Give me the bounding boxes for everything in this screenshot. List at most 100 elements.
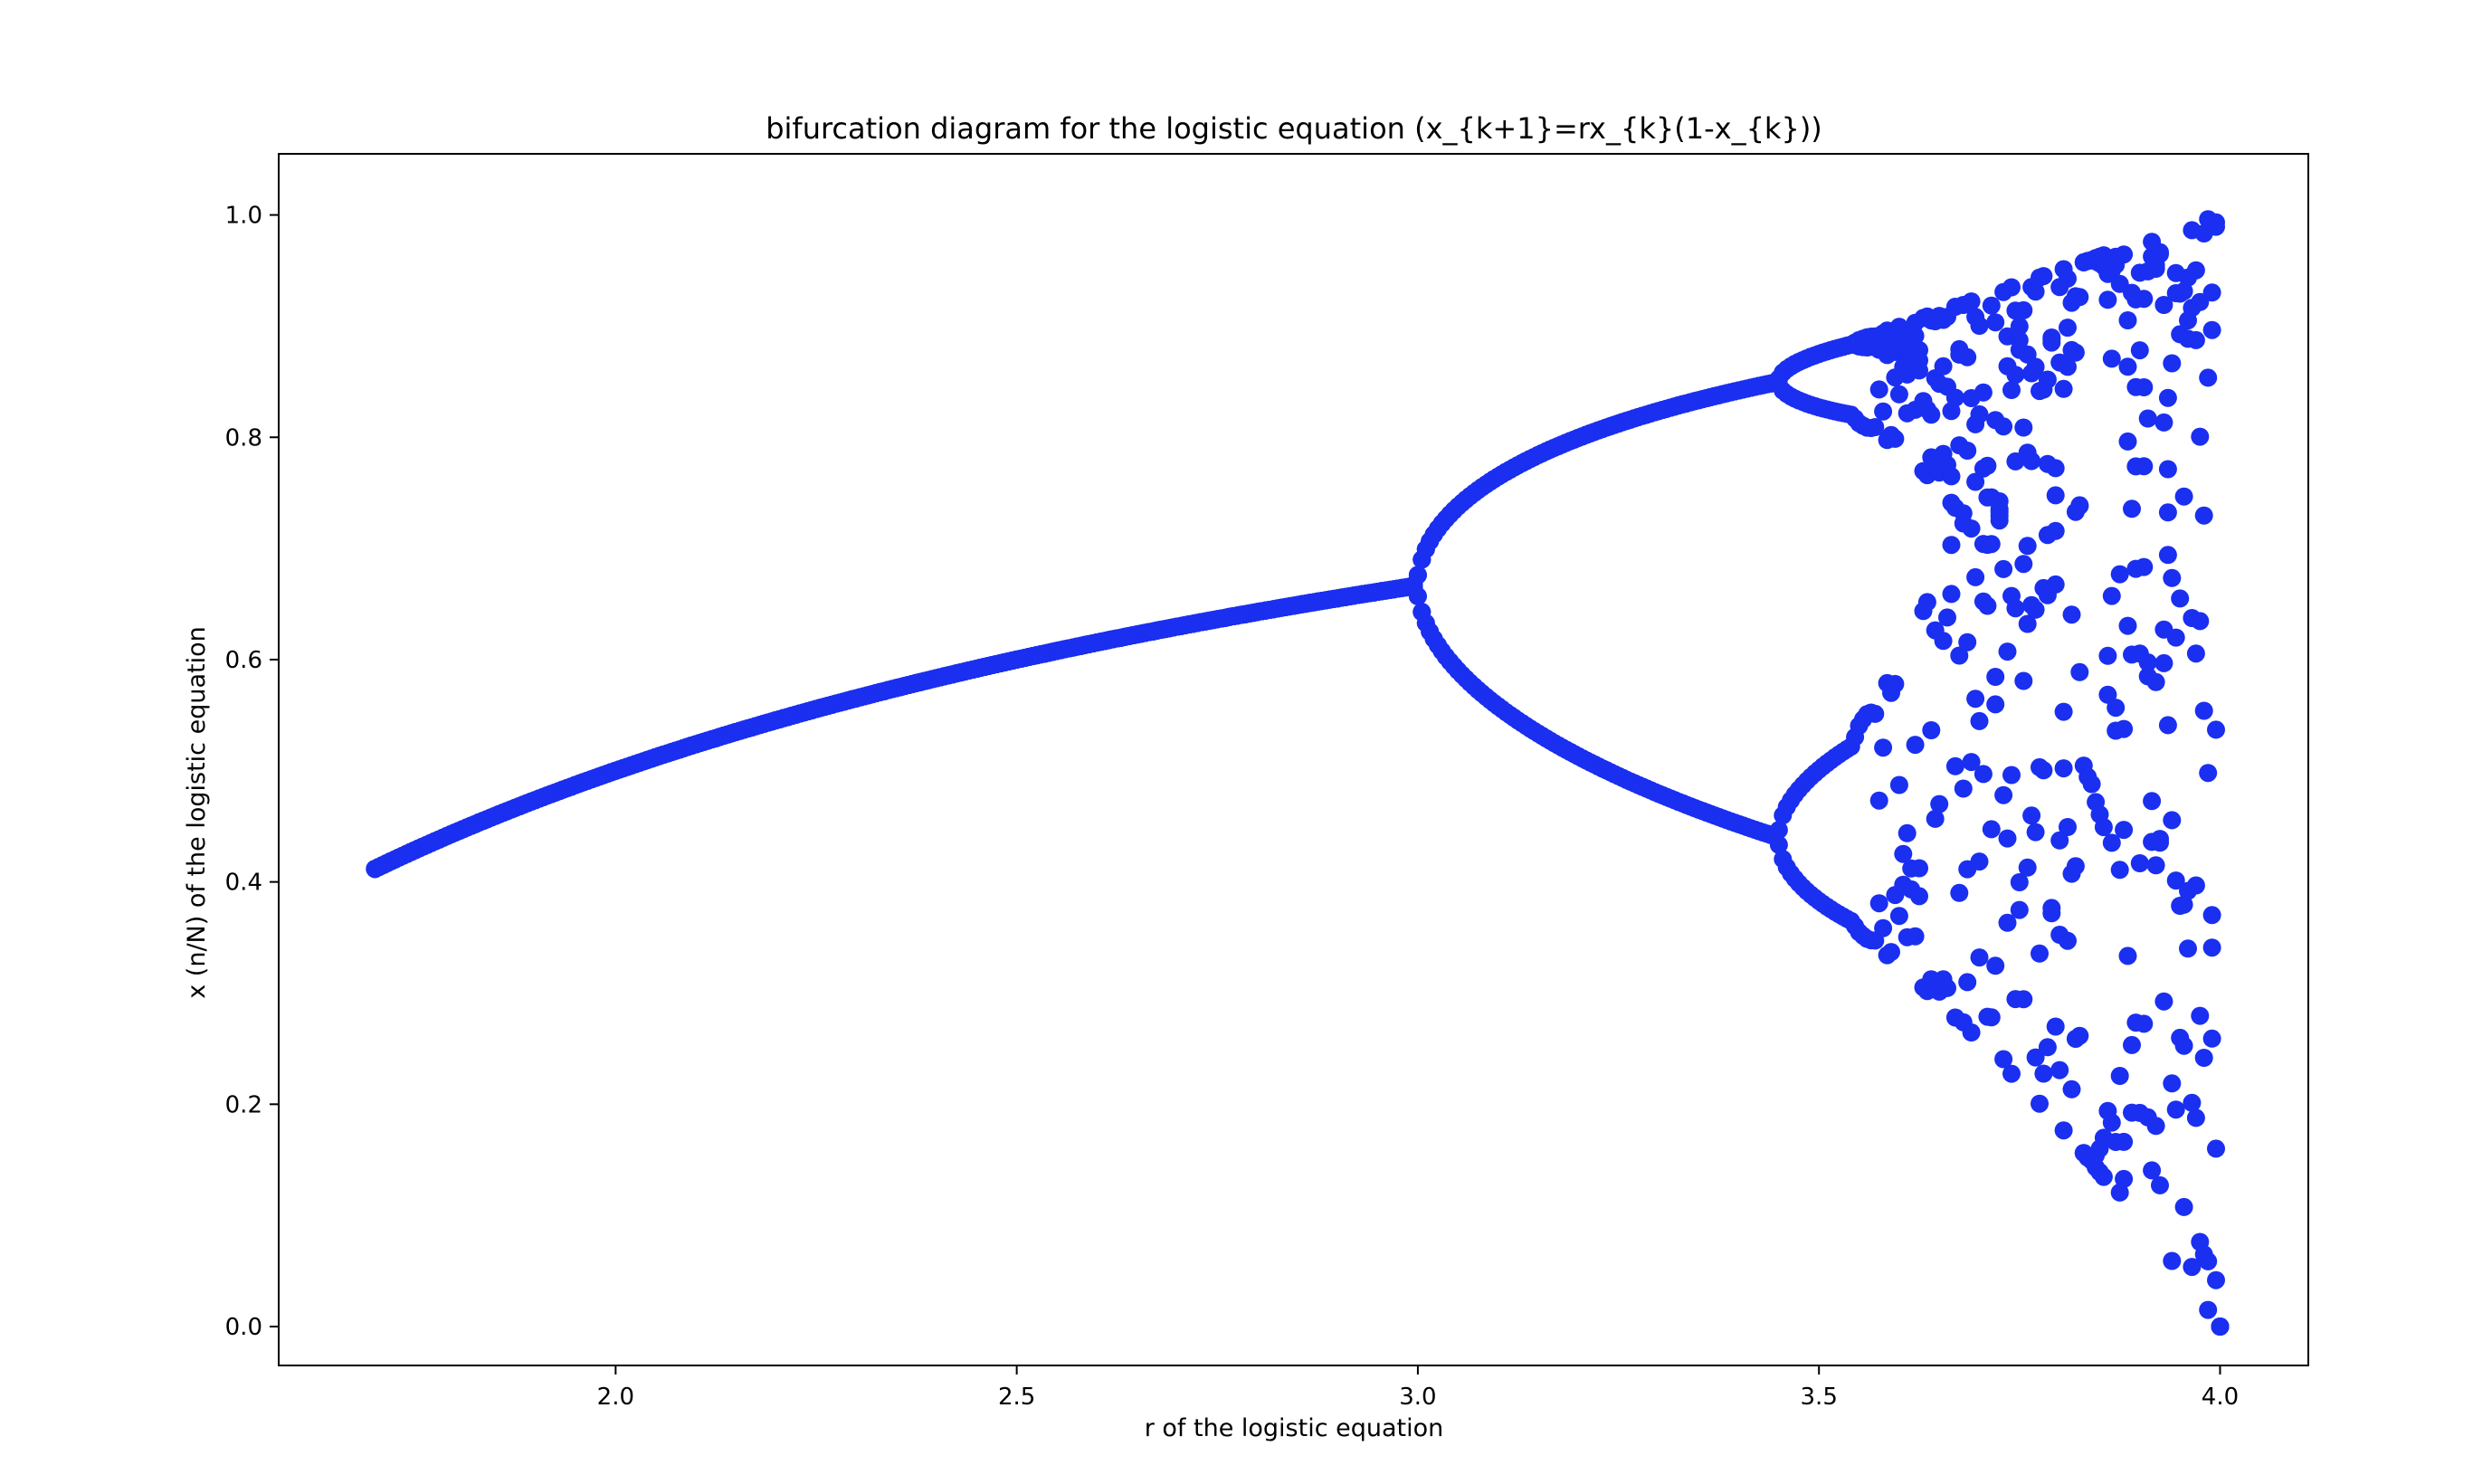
chart-title: bifurcation diagram for the logistic equ…: [766, 111, 1822, 146]
data-point: [2207, 1270, 2225, 1289]
data-point: [1408, 566, 1427, 585]
y-tick-label: 1.0: [225, 203, 262, 230]
data-point: [1869, 894, 1888, 913]
data-point: [2130, 854, 2149, 872]
data-point: [2191, 612, 2210, 631]
data-point: [2123, 1035, 2141, 1054]
data-point: [1994, 559, 2013, 578]
data-point: [2194, 506, 2213, 525]
data-point: [1962, 1023, 1981, 1042]
data-point: [2146, 672, 2165, 691]
data-point: [2151, 244, 2169, 263]
data-point: [2186, 876, 2205, 895]
data-point: [2174, 1036, 2193, 1055]
data-point: [2082, 775, 2101, 794]
data-point: [1874, 918, 1893, 937]
data-point: [2046, 486, 2065, 505]
axes-frame: [278, 153, 2309, 1366]
data-point: [2107, 699, 2126, 718]
data-point: [2102, 586, 2121, 605]
data-point: [1938, 978, 1956, 997]
data-point: [2026, 357, 2045, 376]
data-point: [2034, 761, 2053, 780]
data-point: [2135, 457, 2154, 476]
data-point: [2026, 823, 2045, 842]
data-point: [2046, 1017, 2065, 1036]
data-point: [2002, 278, 2021, 297]
data-point: [2211, 1318, 2230, 1336]
data-point: [2102, 833, 2121, 852]
data-point: [2199, 1300, 2218, 1319]
data-point: [2110, 1183, 2129, 1202]
data-point: [2026, 1048, 2045, 1067]
data-point: [2118, 357, 2137, 376]
data-point: [2002, 381, 2021, 399]
x-axis-label: r of the logistic equation: [1145, 1414, 1444, 1442]
data-point: [2166, 871, 2185, 890]
data-point: [2194, 701, 2213, 720]
data-point: [1970, 711, 1989, 730]
data-point: [2143, 792, 2162, 811]
data-point: [1954, 779, 1973, 798]
data-point: [2110, 565, 2129, 584]
data-point: [1882, 943, 1900, 962]
data-point: [1994, 785, 2013, 804]
data-point: [1874, 738, 1893, 757]
data-point: [2163, 811, 2182, 830]
data-point: [2014, 300, 2033, 319]
data-point: [2046, 521, 2065, 540]
data-point: [2191, 427, 2210, 446]
data-point: [2018, 537, 2037, 556]
data-point: [1945, 388, 1964, 407]
data-point: [2070, 662, 2089, 681]
y-tick-label: 0.0: [225, 1314, 262, 1341]
data-point: [2183, 1258, 2202, 1277]
plot-area: [278, 153, 2309, 1366]
data-point: [1945, 756, 1964, 775]
data-point: [2174, 487, 2193, 506]
data-point: [2026, 600, 2045, 619]
data-point: [1962, 292, 1981, 311]
data-point: [2046, 459, 2065, 478]
data-point: [1866, 704, 1885, 723]
data-point: [1894, 844, 1913, 863]
data-point: [1889, 907, 1908, 926]
data-point: [2174, 281, 2193, 300]
data-point: [2194, 1049, 2213, 1067]
data-point: [2186, 644, 2205, 663]
data-point: [2059, 931, 2077, 950]
data-point: [1950, 883, 1969, 902]
data-point: [1970, 404, 1989, 423]
data-point: [1769, 835, 1788, 854]
data-point: [2138, 653, 2157, 671]
data-point: [2146, 1117, 2165, 1136]
data-point: [2154, 413, 2173, 432]
data-point: [2050, 1061, 2069, 1080]
y-tick-label: 0.6: [225, 647, 262, 674]
data-point: [2207, 1139, 2225, 1158]
data-point: [2115, 821, 2134, 840]
data-point: [2166, 628, 2185, 647]
data-point: [2054, 759, 2073, 778]
data-point: [2146, 856, 2165, 875]
data-point: [1990, 492, 2009, 510]
y-axis: 0.0 0.2 0.4 0.6 0.8 1.0: [225, 203, 279, 1341]
data-point: [1974, 383, 1993, 402]
data-point: [2163, 354, 2182, 373]
data-point: [2158, 460, 2177, 479]
data-point: [1990, 511, 2009, 530]
data-point: [2059, 269, 2077, 288]
data-point: [2094, 818, 2113, 837]
data-point: [2054, 1121, 2073, 1140]
data-point: [2098, 646, 2117, 665]
data-point: [2183, 1093, 2202, 1112]
data-point: [2118, 311, 2137, 329]
data-point: [2154, 653, 2173, 672]
data-point: [2199, 1251, 2218, 1270]
data-point: [2034, 267, 2053, 286]
data-point: [2202, 906, 2221, 925]
data-point: [2042, 904, 2061, 923]
data-point: [1922, 721, 1941, 739]
data-point: [2070, 1026, 2089, 1045]
